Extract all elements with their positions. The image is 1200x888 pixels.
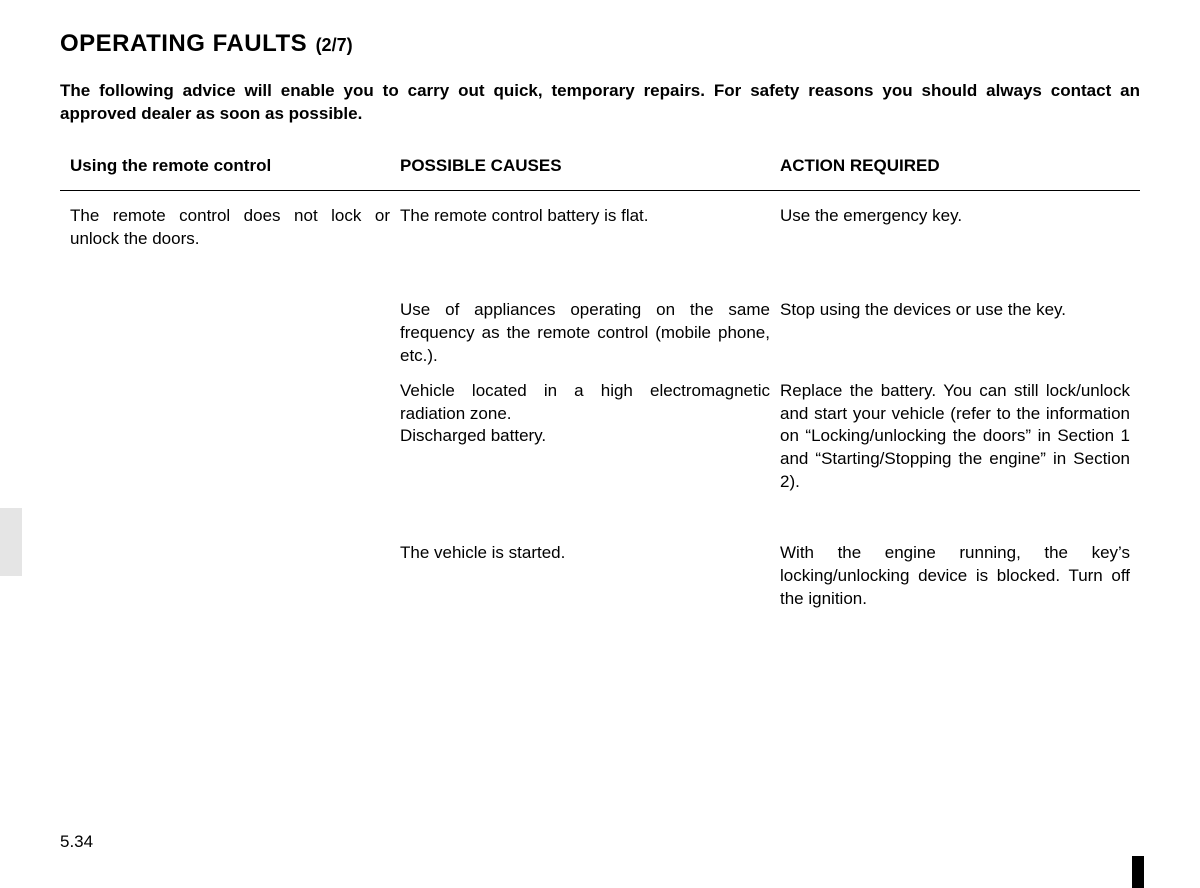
intro-text: The following advice will enable you to … — [60, 80, 1140, 126]
cell-fault — [70, 542, 400, 611]
corner-marker — [1132, 856, 1144, 888]
table-header-fault: Using the remote control — [70, 156, 400, 176]
page-side-tab — [0, 508, 22, 576]
page-title-suffix: (2/7) — [316, 35, 353, 55]
cell-cause: Vehicle located in a high electromagneti… — [400, 380, 780, 495]
table-header-causes: POSSIBLE CAUSES — [400, 156, 780, 176]
cell-cause: The remote control battery is flat. — [400, 205, 780, 251]
page-content: OPERATING FAULTS (2/7) The following adv… — [0, 0, 1200, 611]
table-row: Use of appliances operating on the same … — [70, 299, 1130, 368]
cell-action: Stop using the devices or use the key. — [780, 299, 1130, 368]
table-body: The remote control does not lock or unlo… — [60, 191, 1140, 611]
cell-cause: The vehicle is started. — [400, 542, 780, 611]
page-number: 5.34 — [60, 832, 93, 852]
table-header-row: Using the remote control POSSIBLE CAUSES… — [60, 156, 1140, 191]
table-row: The remote control does not lock or unlo… — [70, 205, 1130, 251]
page-title: OPERATING FAULTS — [60, 30, 307, 57]
table-row: Vehicle located in a high electromagneti… — [70, 380, 1130, 495]
cell-fault: The remote control does not lock or unlo… — [70, 205, 400, 251]
cell-fault — [70, 299, 400, 368]
cell-fault — [70, 380, 400, 495]
cell-action: Use the emergency key. — [780, 205, 1130, 251]
cell-action: Replace the battery. You can still lock/… — [780, 380, 1130, 495]
page-title-row: OPERATING FAULTS (2/7) — [60, 30, 1140, 58]
faults-table: Using the remote control POSSIBLE CAUSES… — [60, 156, 1140, 611]
cell-cause: Use of appliances operating on the same … — [400, 299, 780, 368]
table-header-action: ACTION REQUIRED — [780, 156, 1130, 176]
cell-action: With the engine running, the key’s locki… — [780, 542, 1130, 611]
table-row: The vehicle is started. With the engine … — [70, 542, 1130, 611]
